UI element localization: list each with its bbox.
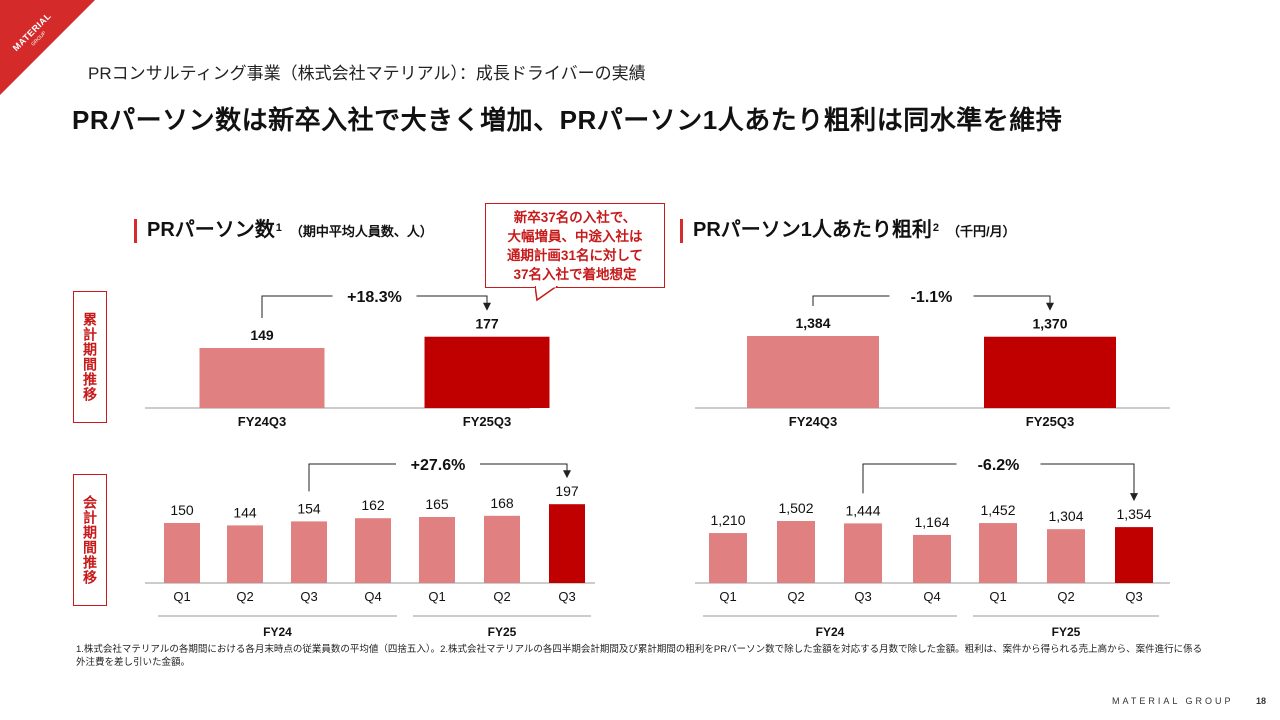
change-bracket-right (480, 463, 571, 479)
bar (979, 523, 1017, 583)
bar (419, 517, 455, 583)
tick-label: Q3 (1125, 589, 1142, 604)
tick-label: Q1 (719, 589, 736, 604)
bar (777, 521, 815, 583)
tick-label: Q2 (493, 589, 510, 604)
row-label-quarterly: 会計期間推移 (73, 474, 107, 606)
tick-label: Q4 (923, 589, 940, 604)
callout-line: 新卒37名の入社で、 (513, 210, 637, 225)
bar (747, 336, 879, 408)
data-label: 1,444 (845, 502, 880, 518)
callout-box: 新卒37名の入社で、 大幅増員、中途入社は 通期計画31名に対して 37名入社で… (485, 203, 665, 288)
left-footnote-marker: 1 (275, 222, 282, 234)
change-bracket-left (308, 463, 396, 492)
group-label: FY24 (263, 625, 292, 639)
data-label: 197 (555, 483, 579, 499)
section-title: PRコンサルティング事業（株式会社マテリアル）：成長ドライバーの実績 (88, 64, 646, 83)
bar (844, 523, 882, 583)
change-label: +27.6% (411, 457, 466, 474)
bar (984, 336, 1116, 408)
tick-label: Q3 (300, 589, 317, 604)
tick-label: Q1 (989, 589, 1006, 604)
change-label: -6.2% (978, 457, 1020, 474)
change-bracket-left (862, 463, 957, 494)
data-label: 177 (475, 316, 499, 332)
data-label: 154 (297, 500, 321, 516)
row-label-cumulative: 累計期間推移 (73, 291, 107, 423)
tick-label: Q3 (558, 589, 575, 604)
change-bracket-right (1040, 463, 1138, 502)
data-label: 1,452 (980, 502, 1015, 518)
data-label: 144 (233, 504, 257, 520)
footnote: 1.株式会社マテリアルの各期間における各月末時点の従業員数の平均値（四捨五入）。… (76, 644, 1203, 668)
data-label: 1,384 (795, 315, 830, 331)
callout-line: 37名入社で着地想定 (513, 267, 637, 282)
data-label: 1,502 (778, 500, 813, 516)
data-label: 1,304 (1048, 508, 1083, 524)
right-footnote-marker: 2 (932, 222, 940, 234)
right-chart-unit: （千円/月） (947, 224, 1016, 239)
tick-label: FY24Q3 (789, 414, 837, 429)
bar (1115, 527, 1153, 583)
left-chart-title-text: PRパーソン数 (147, 219, 275, 241)
left-chart-title: PRパーソン数1 （期中平均人員数、人） (134, 219, 433, 243)
data-label: 1,354 (1116, 506, 1151, 522)
data-label: 168 (490, 495, 514, 511)
persons-quarterly-chart: 150 Q1 144 Q2 154 Q3 162 Q4 165 Q1 168 Q2 197 Q3 +27.6… (145, 457, 595, 639)
left-chart-unit: （期中平均人員数、人） (289, 224, 433, 239)
change-bracket-right (973, 295, 1054, 311)
persons-cumulative-chart: 149 FY24Q3 177 FY25Q3 +18.3% (145, 289, 550, 429)
bar (484, 515, 520, 583)
footer-brand: MATERIAL GROUP (1112, 696, 1234, 706)
profit-cumulative-chart: 1,384 FY24Q3 1,370 FY25Q3 -1.1% (695, 289, 1170, 429)
tick-label: Q4 (364, 589, 381, 604)
change-bracket-right (416, 295, 491, 311)
page-number: 18 (1256, 696, 1267, 706)
bar (355, 518, 391, 583)
tick-label: FY24Q3 (238, 414, 286, 429)
bar (291, 521, 327, 583)
tick-label: Q2 (787, 589, 804, 604)
profit-quarterly-chart: 1,210 Q1 1,502 Q2 1,444 Q3 1,164 Q4 1,452 Q1 1,304… (695, 457, 1170, 639)
group-label: FY24 (816, 625, 845, 639)
tick-label: Q3 (854, 589, 871, 604)
tick-label: Q1 (428, 589, 445, 604)
data-label: 165 (425, 496, 449, 512)
bar (199, 348, 325, 408)
corner-logo: MATERIAL GROUP (0, 0, 95, 95)
bar (164, 523, 200, 583)
change-label: +18.3% (347, 289, 402, 306)
change-label: -1.1% (911, 289, 953, 306)
bar (549, 504, 585, 583)
data-label: 1,164 (914, 514, 949, 530)
tick-label: Q2 (236, 589, 253, 604)
tick-label: FY25Q3 (463, 414, 511, 429)
group-label: FY25 (488, 625, 517, 639)
bar (424, 336, 550, 408)
tick-label: Q2 (1057, 589, 1074, 604)
right-chart-title-text: PRパーソン1人あたり粗利 (693, 219, 932, 241)
bar (913, 534, 951, 583)
tick-label: FY25Q3 (1026, 414, 1074, 429)
bar (227, 525, 263, 583)
group-label: FY25 (1052, 625, 1081, 639)
data-label: 1,370 (1032, 316, 1067, 332)
tick-label: Q1 (173, 589, 190, 604)
callout-pointer (535, 286, 559, 302)
right-chart-title: PRパーソン1人あたり粗利2 （千円/月） (680, 219, 1016, 243)
change-bracket-left (261, 295, 333, 318)
bar (709, 533, 747, 583)
callout-line: 通期計画31名に対して (506, 248, 644, 263)
data-label: 149 (250, 327, 274, 343)
change-bracket-left (812, 295, 890, 306)
data-label: 162 (361, 497, 385, 513)
callout-line: 大幅増員、中途入社は (507, 229, 643, 244)
data-label: 150 (170, 502, 194, 518)
headline: PRパーソン数は新卒入社で大きく増加、PRパーソン1人あたり粗利は同水準を維持 (72, 105, 1063, 135)
data-label: 1,210 (710, 512, 745, 528)
bar (1047, 529, 1085, 583)
